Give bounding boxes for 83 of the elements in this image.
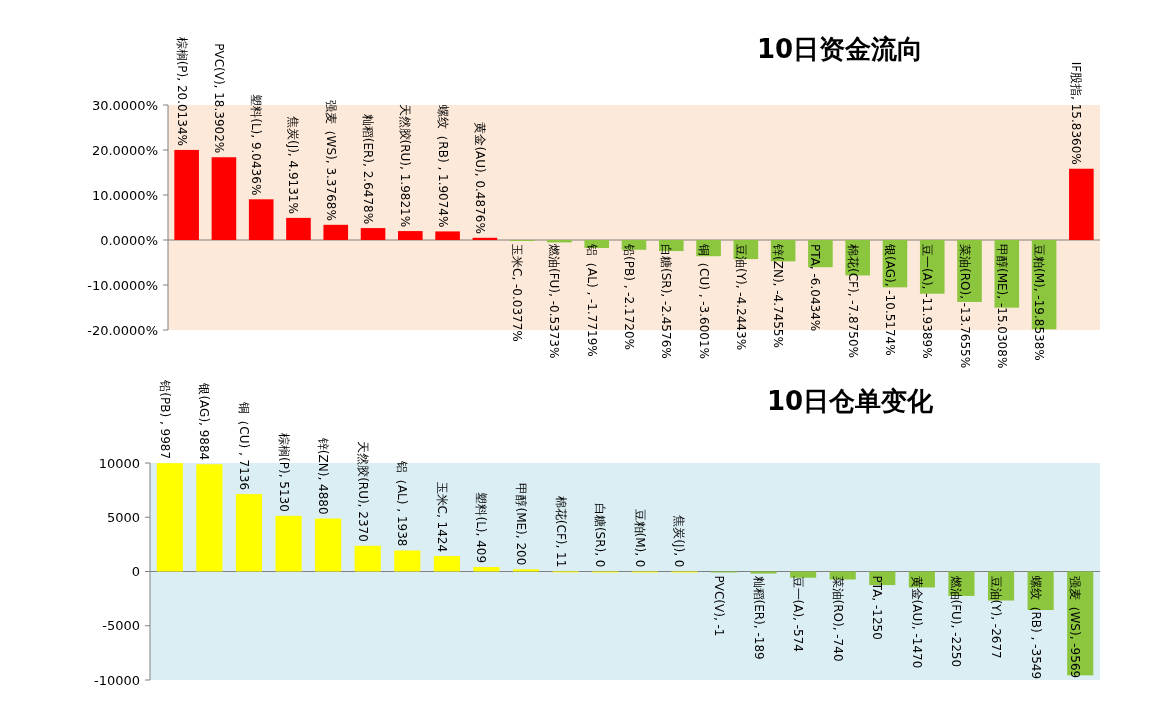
y-tick-label: -20.0000% bbox=[87, 322, 158, 338]
data-label: 豆一(A), -574 bbox=[791, 575, 806, 652]
chart-title: 10日资金流向 bbox=[756, 34, 924, 64]
y-tick-label: 30.0000% bbox=[91, 97, 158, 113]
bar bbox=[1069, 168, 1094, 240]
data-label: 燃油(FU), -0.5373% bbox=[547, 244, 562, 359]
bar bbox=[286, 217, 311, 240]
data-label: 银(AG), -10.5174% bbox=[882, 243, 897, 356]
data-label: 豆粕(M), 0 bbox=[632, 508, 647, 568]
data-label: 强麦（WS), 3.3768% bbox=[323, 99, 338, 221]
data-label: 铜（CU) , 7136 bbox=[236, 401, 251, 491]
bar bbox=[354, 545, 381, 572]
data-label: 铝（AL) , -1.7719% bbox=[584, 243, 599, 357]
bar bbox=[315, 518, 342, 572]
data-label: 玉米C, -0.0377% bbox=[510, 244, 525, 342]
data-label: 玉米C, 1424 bbox=[434, 481, 449, 553]
data-label: 豆油(Y), -4.2443% bbox=[733, 244, 748, 351]
bar bbox=[435, 231, 460, 240]
bar bbox=[398, 231, 423, 240]
data-label: 甲醇(ME), -15.0308% bbox=[994, 244, 1009, 369]
data-label: 豆粕(M), -19.8538% bbox=[1032, 244, 1047, 361]
data-label: 强麦（WS), -9569 bbox=[1068, 575, 1083, 679]
data-label: 黄金(AU), 0.4876% bbox=[472, 122, 487, 234]
bar bbox=[433, 556, 460, 572]
bar bbox=[235, 494, 263, 572]
y-tick-label: -10.0000% bbox=[87, 277, 158, 293]
data-label: PTA, -6.0434% bbox=[808, 244, 823, 332]
data-label: 锌(ZN), -4.7455% bbox=[771, 243, 786, 348]
data-label: PTA, -1250 bbox=[870, 575, 885, 640]
data-label: 籼稻(ER), 2.6478% bbox=[361, 113, 376, 225]
bar bbox=[196, 464, 223, 572]
data-label: 天然胶(RU), 1.9821% bbox=[398, 103, 413, 228]
data-label: 棉花(CF), -7.8750% bbox=[845, 244, 860, 358]
data-label: 银(AG), 9884 bbox=[197, 382, 212, 461]
bar bbox=[750, 571, 777, 574]
bar bbox=[394, 550, 421, 572]
bar bbox=[211, 157, 237, 240]
data-label: 甲醇(ME), 200 bbox=[514, 483, 529, 566]
y-tick-label: 10.0000% bbox=[91, 187, 158, 203]
bar bbox=[275, 515, 302, 572]
data-label: 棕榈(P), 5130 bbox=[276, 433, 291, 512]
bar bbox=[360, 228, 386, 240]
data-label: 籼稻(ER), -189 bbox=[751, 575, 766, 660]
data-label: 豆一(A), -11.9389% bbox=[920, 244, 935, 359]
y-tick-label: -10000 bbox=[93, 672, 140, 688]
data-label: 白糖(SR), 0 bbox=[593, 502, 608, 568]
data-label: 黄金(AU), -1470 bbox=[909, 575, 924, 669]
data-label: 焦炭(J), 0 bbox=[672, 515, 687, 568]
y-tick-label: 0 bbox=[131, 564, 140, 579]
bar bbox=[512, 569, 540, 572]
data-label: 铅(PB) , 9987 bbox=[157, 379, 172, 460]
data-label: 塑料(L), 9.0436% bbox=[249, 94, 264, 196]
data-label: 菜油(RO), -13.7655% bbox=[957, 244, 972, 369]
bar bbox=[156, 463, 183, 572]
data-label: PVC(V), -1 bbox=[711, 575, 726, 637]
y-tick-label: 0.0000% bbox=[100, 232, 158, 248]
chart-title: 10日仓单变化 bbox=[766, 386, 935, 416]
y-tick-label: -5000 bbox=[102, 618, 140, 634]
y-tick-label: 5000 bbox=[106, 509, 140, 525]
bar bbox=[790, 571, 817, 578]
data-label: 铝（AL) , 1938 bbox=[395, 459, 410, 547]
bar bbox=[248, 199, 274, 240]
data-label: 焦炭(J), 4.9131% bbox=[286, 115, 301, 214]
data-label: 锌(ZN), 4880 bbox=[316, 436, 331, 515]
y-tick-label: 20.0000% bbox=[91, 142, 158, 158]
data-label: 铅(PB) , -2.1720% bbox=[622, 243, 636, 350]
data-label: IF股指, 15.8360% bbox=[1069, 61, 1084, 165]
data-label: 豆油(Y), -2677 bbox=[989, 575, 1004, 659]
bar bbox=[174, 149, 199, 240]
data-label: 螺纹（RB) , -3549 bbox=[1028, 575, 1043, 680]
data-label: 天然胶(RU), 2370 bbox=[355, 441, 370, 542]
y-tick-label: 10000 bbox=[98, 455, 140, 471]
data-label: 棉花(CF), 11 bbox=[553, 495, 568, 568]
data-label: PVC(V), 18.3902% bbox=[211, 43, 226, 154]
data-label: 螺纹（RB) , 1.9074% bbox=[435, 105, 450, 228]
bar bbox=[323, 224, 349, 240]
data-label: 棕榈(P), 20.0134% bbox=[174, 36, 189, 146]
data-label: 白糖(SR), -2.4576% bbox=[659, 244, 674, 359]
data-label: 燃油(FU), -2250 bbox=[949, 575, 964, 668]
data-label: 塑料(L), 409 bbox=[474, 492, 489, 564]
bar bbox=[473, 567, 500, 572]
data-label: 铜（CU) , -3.6001% bbox=[696, 243, 711, 360]
data-label: 菜油(RO), -740 bbox=[830, 575, 845, 662]
